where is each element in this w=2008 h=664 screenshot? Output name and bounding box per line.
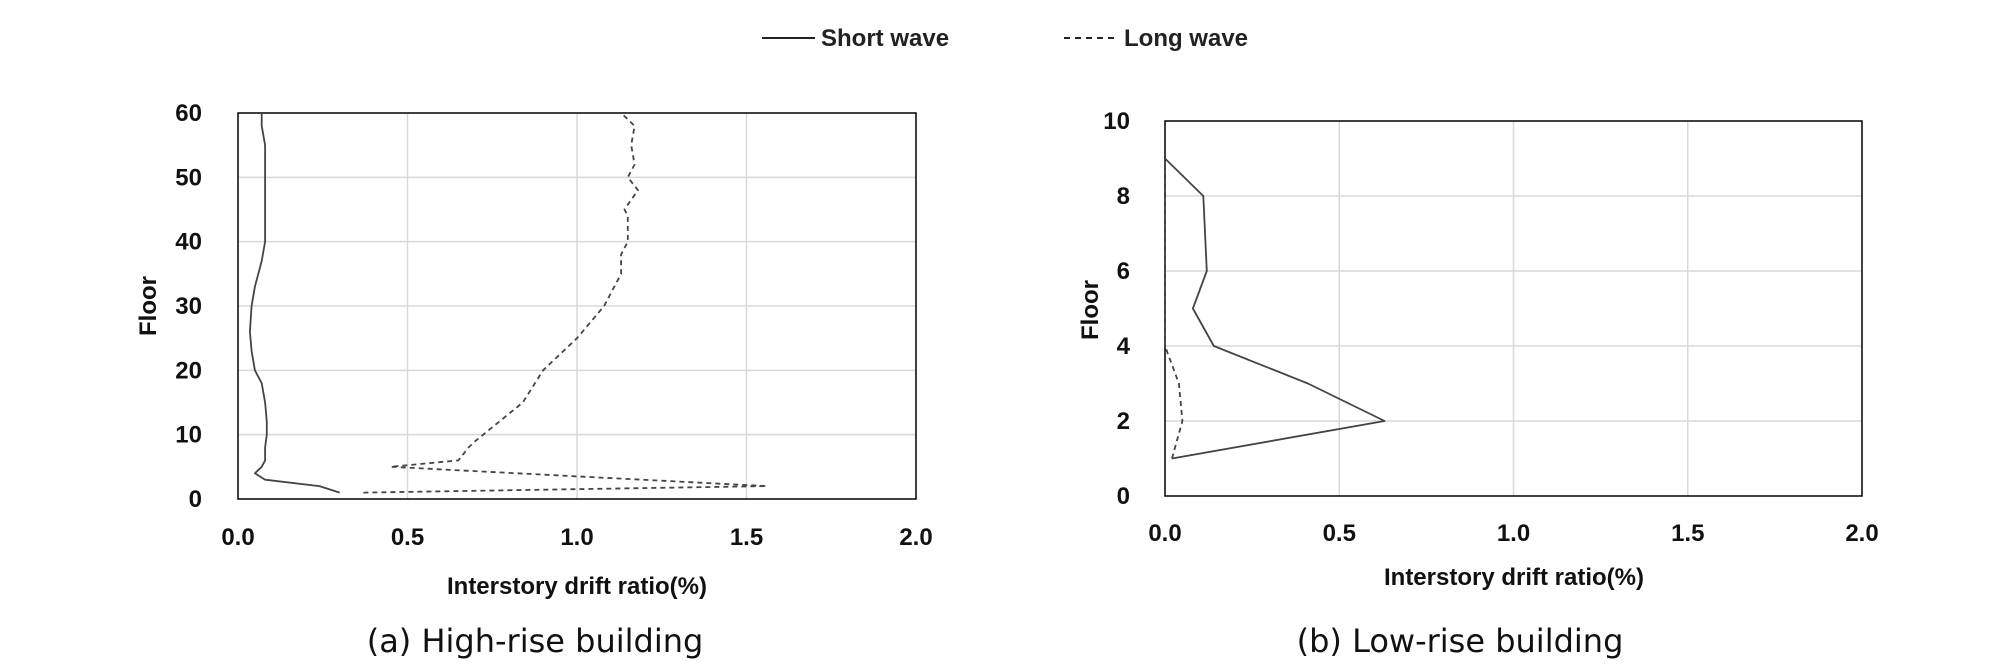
y-tick-label-high-rise: 60 bbox=[175, 100, 202, 127]
caption-high-rise: (a) High-rise building bbox=[367, 622, 704, 660]
y-tick-label-high-rise: 10 bbox=[175, 422, 202, 449]
series-line-short-wave-low-rise bbox=[1164, 157, 1386, 460]
y-tick-label-high-rise: 50 bbox=[175, 164, 202, 191]
x-tick-label-low-rise: 2.0 bbox=[1845, 520, 1878, 547]
series-line-long-wave-high-rise bbox=[363, 112, 768, 494]
series-line-short-wave-high-rise bbox=[248, 113, 340, 494]
legend-label-short-wave: Short wave bbox=[821, 25, 949, 52]
y-tick-label-high-rise: 40 bbox=[175, 229, 202, 256]
x-tick-label-high-rise: 1.0 bbox=[560, 524, 593, 551]
y-axis-title-low-rise: Floor bbox=[1077, 280, 1104, 340]
x-tick-label-high-rise: 1.5 bbox=[730, 524, 763, 551]
y-tick-label-high-rise: 0 bbox=[189, 486, 202, 513]
x-tick-label-high-rise: 2.0 bbox=[899, 524, 932, 551]
x-axis-title-low-rise: Interstory drift ratio(%) bbox=[1384, 564, 1644, 591]
y-tick-label-low-rise: 6 bbox=[1117, 258, 1130, 285]
y-tick-label-low-rise: 2 bbox=[1117, 408, 1130, 435]
caption-low-rise: (b) Low-rise building bbox=[1297, 622, 1624, 660]
plot-frame-high-rise bbox=[237, 112, 917, 500]
series-line-long-wave-low-rise bbox=[1164, 158, 1184, 459]
x-tick-label-low-rise: 1.5 bbox=[1671, 520, 1704, 547]
y-tick-label-low-rise: 10 bbox=[1103, 108, 1130, 135]
y-tick-label-high-rise: 30 bbox=[175, 293, 202, 320]
x-tick-label-high-rise: 0.5 bbox=[391, 524, 424, 551]
y-axis-title-high-rise: Floor bbox=[135, 276, 162, 336]
y-tick-label-low-rise: 8 bbox=[1117, 183, 1130, 210]
legend-label-long-wave: Long wave bbox=[1124, 25, 1248, 52]
legend: Short wave Long wave bbox=[762, 25, 1248, 52]
chart-low-rise: 0.0 0.5 1.0 1.5 2.0 0 2 4 6 8 10 Interstory drift … bbox=[1077, 108, 1879, 660]
chart-high-rise: 0.0 0.5 1.0 1.5 2.0 0 10 20 30 40 50 60 Interstory … bbox=[135, 100, 933, 660]
y-tick-label-low-rise: 4 bbox=[1117, 333, 1131, 360]
y-tick-label-high-rise: 20 bbox=[175, 357, 202, 384]
x-tick-label-low-rise: 0.0 bbox=[1148, 520, 1181, 547]
x-tick-label-low-rise: 1.0 bbox=[1497, 520, 1530, 547]
x-tick-label-low-rise: 0.5 bbox=[1323, 520, 1356, 547]
x-axis-title-high-rise: Interstory drift ratio(%) bbox=[447, 573, 707, 600]
y-tick-label-low-rise: 0 bbox=[1117, 483, 1130, 510]
x-tick-label-high-rise: 0.0 bbox=[221, 524, 254, 551]
